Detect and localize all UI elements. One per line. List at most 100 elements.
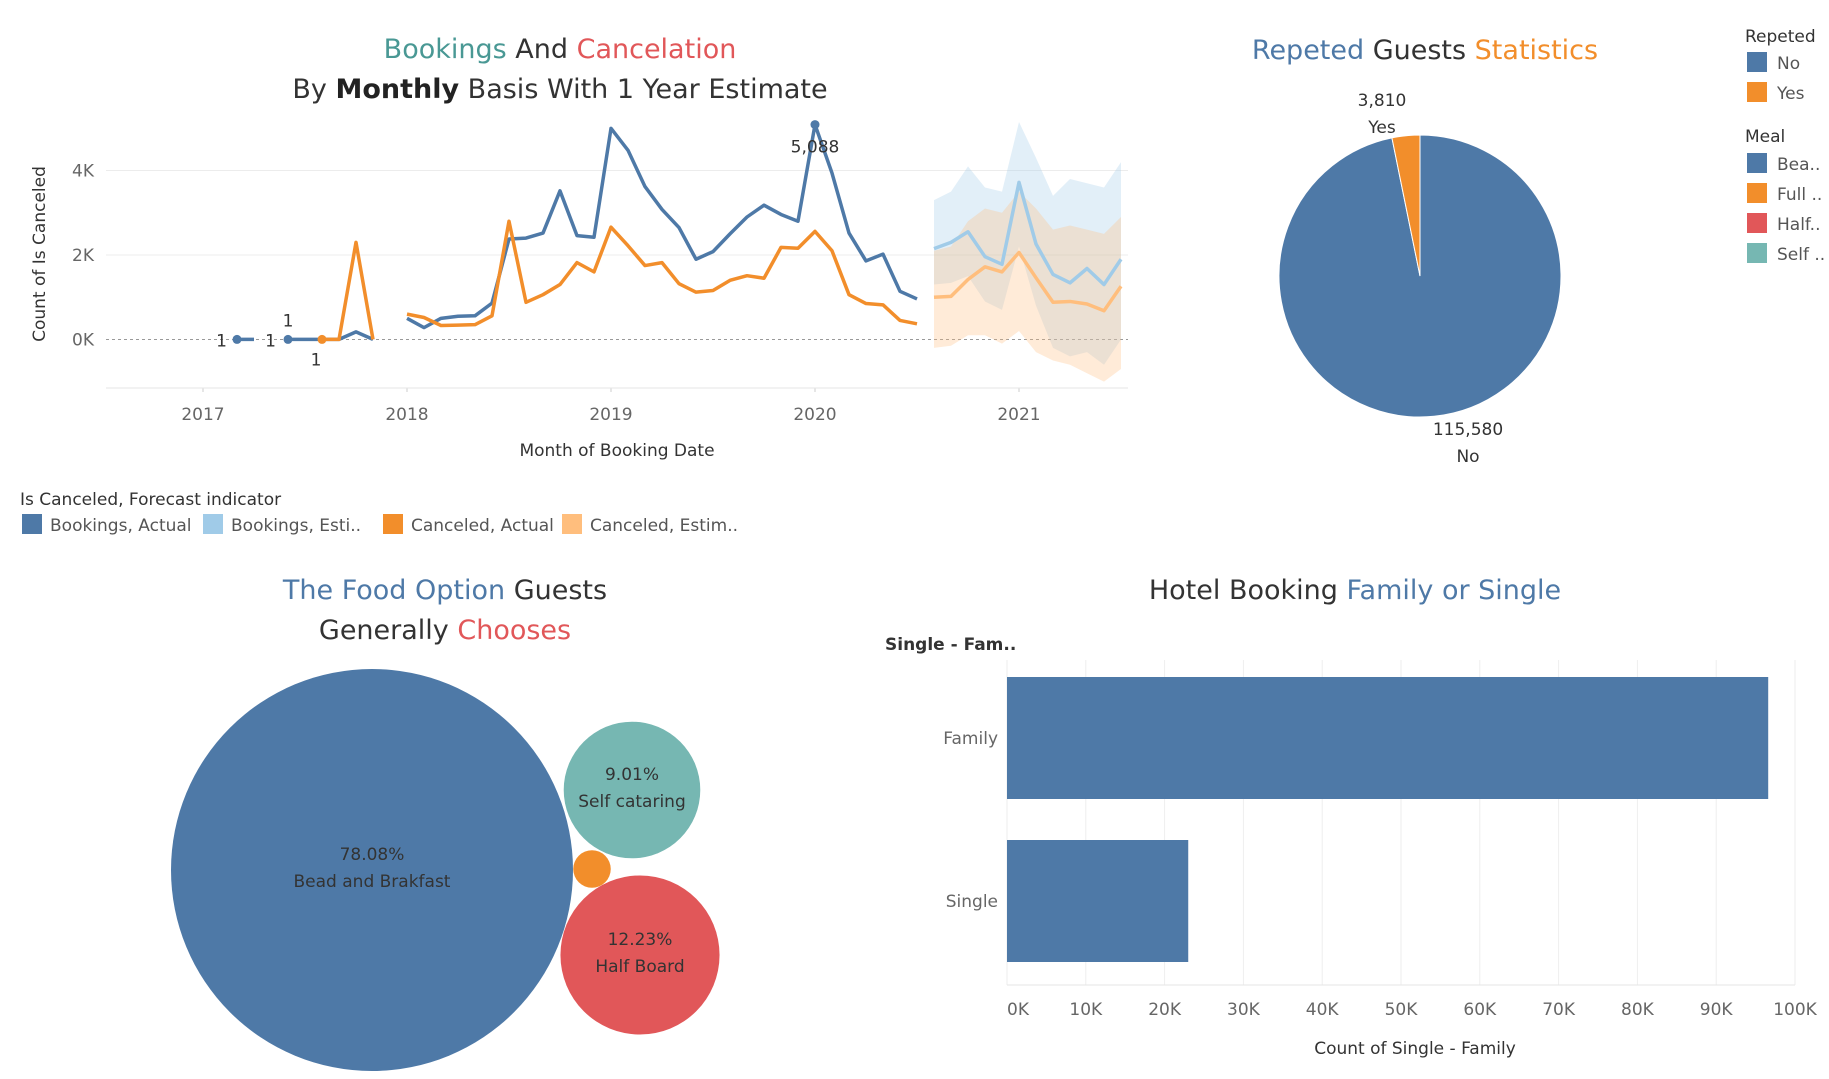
pie-value-label: 115,580 (1433, 420, 1503, 440)
y-tick-label: 4K (72, 162, 95, 182)
pie-category-label: No (1456, 447, 1479, 467)
legend-swatch (203, 514, 223, 534)
bookings-panel: Bookings And Cancelation By Monthly Basi… (30, 34, 1128, 461)
data-label: 1 (265, 331, 276, 351)
repeated-panel: Repeted Guests Statistics 115,580 No 3,810… (1252, 35, 1598, 467)
data-point-marker (317, 334, 327, 344)
pie-slice (1391, 134, 1421, 277)
legend-swatch (1747, 82, 1767, 102)
legend-label: No (1777, 54, 1800, 74)
x-tick-label: 10K (1069, 1000, 1103, 1020)
forecast-legend: Is Canceled, Forecast indicator Bookings… (20, 490, 738, 536)
bubble-percent-label: 78.08% (340, 845, 405, 865)
bubble-chart: 78.08% Bead and Brakfast 12.23% Half Board 9… (171, 669, 720, 1071)
title-food-guests: Guests (505, 575, 607, 606)
title-and-word: And (507, 34, 577, 65)
bubble (563, 721, 701, 859)
x-tick-label: 70K (1542, 1000, 1576, 1020)
x-tick-label: 50K (1385, 1000, 1419, 1020)
legend-swatch (1747, 153, 1767, 173)
title-food-generally: Generally (319, 615, 457, 646)
title-repeated-word: Repeted (1252, 35, 1364, 66)
legend-swatch (383, 514, 403, 534)
bubble-category-label: Bead and Brakfast (294, 872, 451, 892)
subtitle-rest: Basis With 1 Year Estimate (459, 74, 828, 105)
forecast-band (934, 191, 1121, 382)
legend-label: Yes (1776, 84, 1805, 104)
title-bookings-word: Bookings (384, 34, 507, 65)
series-line (933, 250, 1123, 313)
bookings-title: Bookings And Cancelation (384, 34, 737, 65)
bubble (560, 875, 720, 1035)
x-tick-label: 100K (1773, 1000, 1817, 1020)
title-family-or-single: Family or Single (1346, 575, 1561, 606)
title-cancelation-word: Cancelation (577, 34, 737, 65)
title-guests-word: Guests (1364, 35, 1475, 66)
legend-swatch (1747, 213, 1767, 233)
bar-category-label: Single (946, 892, 998, 912)
bubble-percent-label: 12.23% (608, 930, 673, 950)
title-statistics-word: Statistics (1475, 35, 1598, 66)
line-x-axis-label: Month of Booking Date (519, 441, 714, 461)
bar (1007, 840, 1189, 962)
legend-swatch (562, 514, 582, 534)
bubble (573, 850, 611, 888)
meal-legend-title: Meal (1745, 127, 1785, 147)
data-label: 5,088 (791, 138, 840, 158)
title-food-chooses: Chooses (457, 615, 571, 646)
bookings-subtitle: By Monthly Basis With 1 Year Estimate (292, 74, 827, 105)
bubble (171, 669, 573, 1071)
forecast-band (934, 122, 1121, 365)
x-tick-label: 20K (1148, 1000, 1182, 1020)
x-tick-label: 2021 (997, 405, 1040, 425)
data-label: 1 (283, 311, 294, 331)
title-food-option: The Food Option (282, 575, 505, 606)
legend-label: Canceled, Estim.. (590, 516, 738, 536)
y-tick-label: 2K (72, 246, 95, 266)
data-point-marker (810, 120, 820, 130)
series-line (322, 240, 375, 342)
repeated-legend-title: Repeted (1745, 27, 1816, 47)
x-tick-label: 90K (1700, 1000, 1734, 1020)
x-tick-label: 2019 (589, 405, 632, 425)
bar-x-axis-label: Count of Single - Family (1314, 1039, 1516, 1059)
series-line (933, 180, 1123, 287)
x-tick-label: 2020 (793, 405, 836, 425)
x-tick-label: 40K (1306, 1000, 1340, 1020)
repeated-title: Repeted Guests Statistics (1252, 35, 1598, 66)
x-tick-label: 60K (1463, 1000, 1497, 1020)
family-title: Hotel Booking Family or Single (1149, 575, 1561, 606)
pie-category-label: Yes (1367, 118, 1396, 138)
legend-swatch (1747, 183, 1767, 203)
bubble-percent-label: 9.01% (605, 765, 659, 785)
bar-row-header: Single - Fam.. (885, 635, 1016, 655)
subtitle-monthly: Monthly (335, 74, 459, 105)
data-point-marker (232, 334, 242, 344)
legend-swatch (22, 514, 42, 534)
x-tick-label: 0K (1007, 1000, 1030, 1020)
data-point-marker (283, 334, 293, 344)
bar-category-label: Family (943, 729, 998, 749)
legend-label: Bea.. (1777, 155, 1820, 175)
bar-chart: 0K 10K 20K 30K 40K 50K 60K 70K 80K 90K 100K Family S… (943, 660, 1818, 1020)
x-tick-label: 30K (1227, 1000, 1261, 1020)
series-line (406, 219, 918, 328)
legend-label: Self .. (1777, 245, 1825, 265)
subtitle-by: By (292, 74, 335, 105)
y-tick-label: 0K (72, 330, 95, 350)
x-tick-label: 2017 (181, 405, 224, 425)
legend-label: Canceled, Actual (411, 516, 554, 536)
food-title-line-1: The Food Option Guests (282, 575, 607, 606)
meal-legend: Meal Bea.. Full .. Half.. Self .. (1745, 127, 1825, 265)
forecast-legend-title: Is Canceled, Forecast indicator (20, 490, 281, 510)
data-label: 1 (311, 350, 322, 370)
series-line (406, 122, 918, 330)
legend-label: Half.. (1777, 215, 1820, 235)
legend-swatch (1747, 52, 1767, 72)
family-panel: Hotel Booking Family or Single Single - … (885, 575, 1818, 1059)
food-title-line-2: Generally Chooses (319, 615, 571, 646)
bubble-category-label: Self cataring (578, 792, 686, 812)
repeated-legend: Repeted No Yes (1745, 27, 1816, 104)
